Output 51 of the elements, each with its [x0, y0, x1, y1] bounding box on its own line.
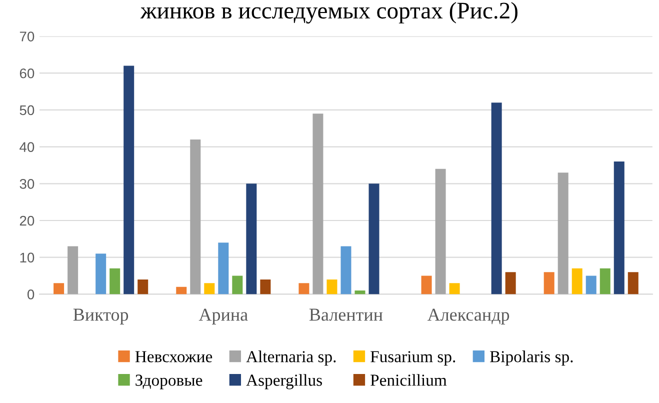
bar — [614, 162, 624, 294]
y-tick-label: 70 — [20, 32, 34, 42]
bar — [435, 168, 446, 294]
bar — [491, 102, 502, 294]
x-tick-label: Арина — [198, 308, 248, 324]
bar — [312, 114, 324, 294]
bar — [628, 272, 638, 294]
legend-label: Невсхожие — [135, 351, 212, 362]
bar — [232, 276, 243, 294]
bar — [246, 184, 257, 294]
bar — [96, 254, 106, 294]
bar — [190, 139, 201, 294]
legend-label: Bipolaris sp. — [490, 350, 573, 366]
bar — [326, 279, 338, 294]
bar — [298, 283, 310, 294]
legend-label: Fusarium sp. — [370, 351, 456, 366]
bar — [110, 268, 120, 294]
y-tick-label: 20 — [20, 216, 34, 226]
bar — [354, 290, 366, 294]
bar — [368, 184, 380, 294]
bar — [544, 272, 554, 294]
x-tick-label: Валентин — [309, 308, 383, 321]
bar — [68, 246, 78, 294]
y-tick-label: 10 — [20, 252, 34, 263]
bar — [586, 276, 596, 294]
y-tick-label: 40 — [20, 142, 34, 152]
bar — [421, 276, 432, 294]
bar — [505, 272, 516, 294]
bar — [600, 268, 610, 294]
x-tick-label: Виктор — [73, 308, 128, 324]
y-tick-label: 0 — [28, 290, 34, 300]
legend-label: Penicillium — [370, 374, 447, 386]
x-tick-label: Александр — [427, 308, 510, 324]
bar — [260, 279, 271, 294]
y-tick-label: 50 — [20, 105, 34, 116]
bar — [558, 172, 568, 294]
bar — [340, 246, 352, 294]
bar — [218, 242, 229, 294]
legend-label: Здоровые — [136, 374, 202, 390]
bar — [54, 283, 64, 294]
bar — [176, 286, 187, 294]
legend-label: Aspergillus — [246, 374, 322, 390]
bar — [572, 268, 582, 294]
bar — [138, 279, 148, 294]
bar — [124, 66, 134, 294]
bar — [204, 283, 215, 294]
chart-title: жинков в исследуемых сортах (Рис.2) — [140, 2, 518, 24]
y-tick-label: 60 — [20, 68, 34, 78]
y-tick-label: 30 — [20, 178, 34, 189]
bar — [449, 283, 460, 294]
legend-label: Alternaria sp. — [246, 350, 336, 366]
